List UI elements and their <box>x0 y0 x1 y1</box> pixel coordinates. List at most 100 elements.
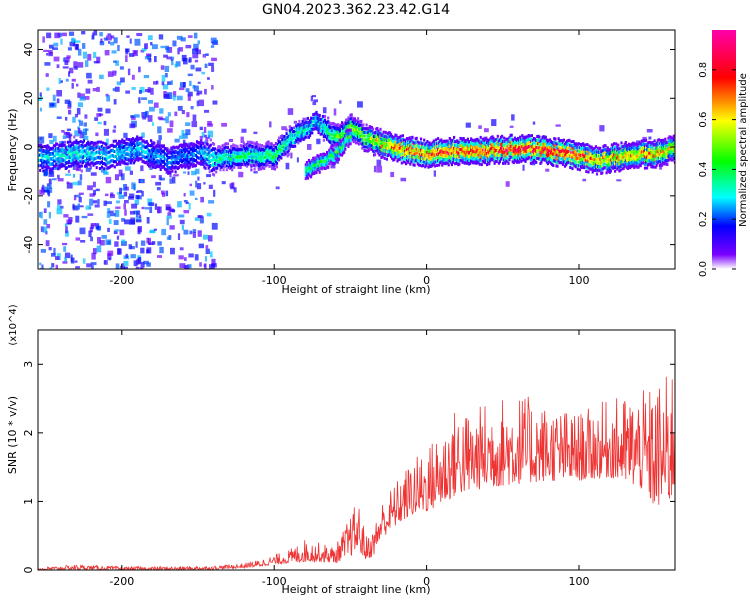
spectrogram-cell <box>559 142 562 146</box>
spectrogram-cell <box>145 140 148 144</box>
spectrogram-cell <box>593 158 596 162</box>
spectrogram-cell <box>422 164 425 168</box>
spectrogram-cell <box>614 147 617 151</box>
spectrogram-cell <box>543 155 546 158</box>
spectrogram-cell <box>120 145 123 149</box>
spectrogram-cell <box>158 160 161 164</box>
spectrogram-cell <box>210 45 215 48</box>
spectrogram-cell <box>104 193 109 197</box>
spectrogram-cell <box>170 80 173 85</box>
spectrogram-cell <box>243 161 247 165</box>
spectrogram-cell <box>92 181 96 188</box>
colorbar: 0.00.20.40.60.8 Normalized spectral ampl… <box>698 30 749 277</box>
spectrogram-cell <box>209 148 212 152</box>
spectrogram-cell <box>87 150 90 154</box>
spectrogram-cell <box>104 167 108 175</box>
spectrogram-cell <box>671 143 674 147</box>
spectrogram-cell <box>73 150 76 154</box>
spectrogram-cell <box>207 166 210 170</box>
spectrogram-cell <box>639 145 642 149</box>
spectrogram-cell <box>47 155 50 159</box>
spectrogram-cell <box>542 138 545 142</box>
spectrogram-cell <box>515 149 519 153</box>
spectrogram-cell <box>593 169 596 172</box>
spectrogram-cell <box>94 117 99 121</box>
spectrogram-cell <box>197 81 201 84</box>
spectrogram-cell <box>446 158 449 161</box>
spectrogram-cell <box>374 153 377 157</box>
spectrogram-cell <box>226 142 229 146</box>
spectrogram-cell <box>479 135 482 139</box>
spectrogram-cell <box>663 147 666 151</box>
spectrogram-cell <box>185 158 188 162</box>
spectrogram-cell <box>391 156 394 160</box>
spectrogram-cell <box>671 140 674 144</box>
spectrogram-cell <box>527 134 530 137</box>
spectrogram-cell <box>647 159 650 163</box>
spectrogram-cell <box>183 147 186 151</box>
spectrogram-cell <box>60 38 63 45</box>
colorbar-tick-label: 0.2 <box>698 211 709 227</box>
spectrogram-cell <box>654 158 657 162</box>
spectrogram-cell <box>95 188 100 192</box>
spectrogram-cell <box>583 166 586 170</box>
spectrogram-cell <box>645 157 648 161</box>
spectrogram-cell <box>141 132 145 138</box>
spectrogram-cell <box>186 112 190 118</box>
spectrogram-cell <box>190 106 194 110</box>
spectrogram-cell <box>370 129 373 133</box>
spectrogram-cell <box>508 158 511 162</box>
spectrogram-cell <box>135 142 138 146</box>
spectrogram-cell <box>477 161 480 165</box>
spectrogram-cell <box>497 143 500 147</box>
spectrogram-cell <box>188 160 191 164</box>
spectrogram-cell <box>56 116 62 119</box>
spectrogram-cell <box>147 238 151 245</box>
spectrogram-cell <box>119 265 125 269</box>
spectrogram-cell <box>196 100 199 107</box>
spectrogram-cell <box>517 155 520 159</box>
spectrogram-cell <box>194 153 197 157</box>
spectrogram-frame <box>37 29 676 270</box>
spectrogram-cell <box>441 159 444 163</box>
spectrogram-cell <box>307 172 311 176</box>
spectrogram-cell <box>79 135 82 138</box>
spectrogram-cell <box>370 140 373 144</box>
spectrogram-cell <box>161 228 167 236</box>
spectrogram-cell <box>202 142 205 145</box>
spectrogram-cell <box>172 209 175 213</box>
spectrogram-cell <box>488 162 491 166</box>
spectrogram-cell <box>431 148 434 152</box>
spectrogram-cell <box>577 142 580 146</box>
spectrogram-cell <box>671 154 674 158</box>
spectrogram-cell <box>178 214 185 218</box>
spectrogram-cell <box>448 137 451 140</box>
spectrogram-cell <box>527 152 530 156</box>
spectrogram-cell <box>250 150 253 154</box>
spectrogram-cell <box>60 164 63 168</box>
spectrogram-cell <box>330 145 333 149</box>
spectrogram-cell <box>364 149 367 153</box>
spectrogram-cell <box>339 100 342 104</box>
spectrogram-cell <box>659 139 663 142</box>
spectrogram-cell <box>322 127 325 131</box>
spectrogram-cell <box>593 161 596 165</box>
spectrogram-cell <box>60 159 63 163</box>
spectrogram-cell <box>479 139 482 143</box>
spectrogram-cell <box>645 160 648 164</box>
x-tick-label: -200 <box>109 274 134 287</box>
spectrogram-cell <box>441 145 444 149</box>
spectrogram-cell <box>531 153 535 157</box>
spectrogram-cell <box>107 250 114 256</box>
spectrogram-cell <box>483 146 487 150</box>
spectrogram-cell <box>299 128 302 132</box>
spectrogram-cell <box>73 140 76 144</box>
spectrogram-cell <box>185 163 188 167</box>
spectrogram-cell <box>187 91 193 97</box>
spectrogram-cell <box>252 141 255 145</box>
spectrogram-cell <box>166 218 169 226</box>
spectrogram-cell <box>195 180 198 188</box>
spectrogram-cell <box>646 166 649 170</box>
spectrogram-cell <box>217 149 220 153</box>
spectrogram-cell <box>56 163 59 167</box>
